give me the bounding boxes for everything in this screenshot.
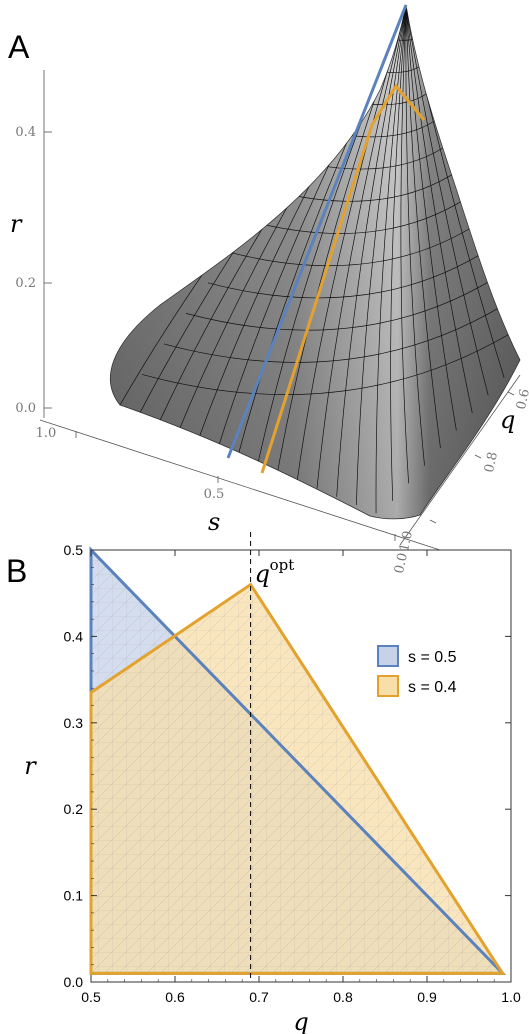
y-tick-label: 0.2: [64, 801, 84, 817]
y-tick-label: 0.0: [64, 974, 84, 990]
panel-label-b: B: [6, 553, 27, 589]
mesh-line: [229, 224, 477, 267]
x-tick-label: 0.7: [249, 989, 269, 1005]
legend-label: s = 0.5: [408, 649, 457, 666]
mesh-line: [390, 7, 407, 501]
mesh-line: [185, 278, 494, 331]
legend: s = 0.5 s = 0.4: [377, 645, 457, 697]
legend-entry-s04: s = 0.4: [377, 675, 457, 697]
mesh-line: [141, 332, 512, 395]
z-tick-label: 0.0: [15, 401, 36, 416]
panel-a-z-axis: 0.0 0.2 0.4 r: [10, 125, 52, 416]
legend-swatch: [377, 675, 399, 697]
mesh-line: [207, 251, 486, 299]
y-tick-label: 0.4: [64, 628, 84, 644]
panel-a-box: [39, 70, 521, 551]
mesh-line: [405, 7, 441, 449]
mesh-line: [405, 7, 425, 466]
mesh-line: [375, 7, 407, 514]
y-tick-label: 1.0: [36, 426, 57, 441]
legend-label: s = 0.4: [408, 679, 457, 696]
mesh-line: [405, 7, 473, 413]
panel-a-x-axis: 0.6 0.8 1.0 0.0 q: [392, 388, 530, 575]
x-tick-label: 0.8: [482, 451, 501, 474]
z-tick-label: 0.2: [15, 276, 36, 291]
surface: [109, 4, 521, 520]
mesh-line: [336, 7, 407, 497]
mesh-line: [356, 7, 407, 506]
x-tick-label: 0.6: [165, 989, 185, 1005]
x-tick-label: 1.0: [397, 530, 416, 553]
mesh-line: [400, 7, 409, 484]
y-tick-label: 0.0: [392, 552, 411, 575]
series-outline-s04: [89, 582, 506, 975]
panel-label-a: A: [8, 29, 30, 65]
legend-entry-s05: s = 0.5: [377, 645, 457, 667]
z-axis-label: r: [10, 210, 23, 238]
x-tick-label: 1.0: [501, 989, 521, 1005]
mesh-line: [405, 7, 457, 431]
x-tick-label: 0.8: [333, 989, 353, 1005]
y-tick-label: 0.5: [64, 542, 84, 558]
panel-a-y-axis: 1.0 0.5 s: [36, 426, 396, 541]
mesh-line: [163, 305, 503, 363]
mesh-line: [405, 7, 489, 396]
slice-s-0.4: [260, 83, 426, 474]
mesh-line: [316, 7, 407, 489]
slice-s-0.5: [226, 4, 408, 459]
q-opt-superscript: opt: [270, 556, 295, 574]
q-opt-label: q: [255, 560, 270, 588]
y-axis-label: r: [24, 752, 37, 780]
y-tick-label: 0.3: [64, 715, 84, 731]
x-tick-label: 0.9: [417, 989, 437, 1005]
x-tick-label: 0.6: [514, 388, 530, 411]
y-tick-label: 0.1: [64, 888, 84, 904]
series-hatch: [91, 584, 503, 974]
y-tick-label: 0.5: [204, 487, 225, 502]
x-axis-label: q: [293, 1008, 308, 1034]
panel-a: A 0.0 0.2 0.4 r 1.0 0.5 s: [8, 4, 530, 575]
y-axis-label: s: [208, 508, 220, 536]
mesh-line: [273, 170, 459, 202]
x-tick-label: 0.5: [81, 989, 101, 1005]
mesh-line: [251, 197, 468, 234]
legend-swatch: [377, 645, 399, 667]
z-tick-label: 0.4: [15, 125, 36, 140]
mesh-line: [296, 7, 407, 481]
x-axis-label: q: [500, 406, 515, 434]
